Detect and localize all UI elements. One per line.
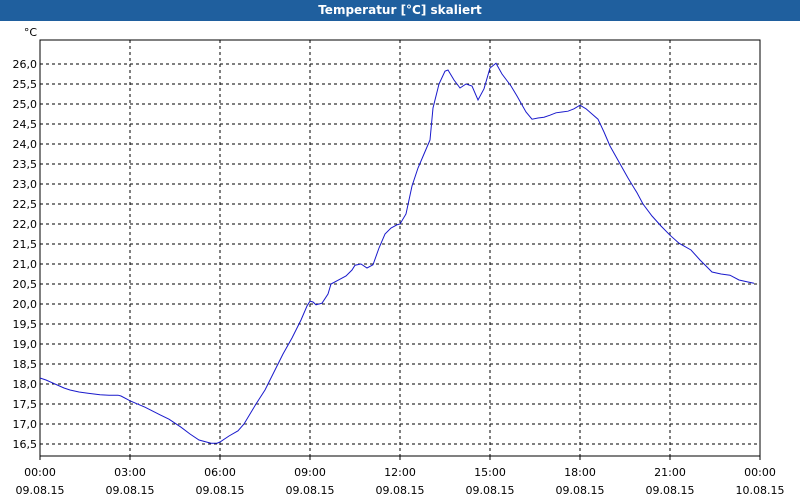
y-tick-label: 18,5 (13, 358, 38, 371)
y-tick-label: 22,5 (13, 198, 38, 211)
x-tick-date: 09.08.15 (16, 484, 65, 497)
x-tick-date: 10.08.15 (736, 484, 785, 497)
x-tick-date: 09.08.15 (646, 484, 695, 497)
x-tick-time: 09:00 (294, 466, 326, 479)
plot-frame (39, 39, 761, 457)
y-tick-label: 16,5 (13, 438, 38, 451)
x-tick-date: 09.08.15 (106, 484, 155, 497)
chart-title: Temperatur [°C] skaliert (0, 0, 800, 21)
y-tick-label: 17,0 (13, 418, 38, 431)
y-tick-label: 19,0 (13, 338, 38, 351)
x-tick-time: 03:00 (114, 466, 146, 479)
x-tick-date: 09.08.15 (556, 484, 605, 497)
x-tick-time: 06:00 (204, 466, 236, 479)
x-tick-date: 09.08.15 (466, 484, 515, 497)
grid (39, 40, 761, 460)
y-axis-unit-label: °C (24, 26, 38, 39)
y-tick-label: 23,0 (13, 178, 38, 191)
x-tick-labels: 00:00 09.08.15 03:00 09.08.15 06:00 09.08.15 0… (16, 466, 785, 497)
y-tick-labels: 16,5 17,0 17,5 18,0 18,5 19,0 19,5 20,0 20,5 21,0… (13, 58, 38, 451)
y-tick-label: 24,0 (13, 138, 38, 151)
y-tick-label: 25,5 (13, 78, 38, 91)
y-tick-label: 25,0 (13, 98, 38, 111)
y-tick-label: 20,5 (13, 278, 38, 291)
x-tick-date: 09.08.15 (286, 484, 335, 497)
x-tick-date: 09.08.15 (376, 484, 425, 497)
y-tick-label: 19,5 (13, 318, 38, 331)
x-tick-time: 00:00 (744, 466, 776, 479)
temperature-series-line (39, 62, 755, 444)
y-tick-label: 18,0 (13, 378, 38, 391)
x-tick-time: 21:00 (654, 466, 686, 479)
y-tick-label: 24,5 (13, 118, 38, 131)
y-tick-label: 21,5 (13, 238, 38, 251)
y-tick-label: 23,5 (13, 158, 38, 171)
x-tick-time: 12:00 (384, 466, 416, 479)
x-tick-time: 15:00 (474, 466, 506, 479)
x-tick-time: 00:00 (24, 466, 56, 479)
temperature-chart: °C 16,5 17,0 17,5 18,0 18,5 19,0 19,5 20,0 20,5 2… (13, 26, 785, 497)
y-tick-label: 17,5 (13, 398, 38, 411)
x-tick-time: 18:00 (564, 466, 596, 479)
y-tick-label: 21,0 (13, 258, 38, 271)
y-tick-label: 22,0 (13, 218, 38, 231)
y-tick-label: 20,0 (13, 298, 38, 311)
y-tick-label: 26,0 (13, 58, 38, 71)
x-tick-date: 09.08.15 (196, 484, 245, 497)
